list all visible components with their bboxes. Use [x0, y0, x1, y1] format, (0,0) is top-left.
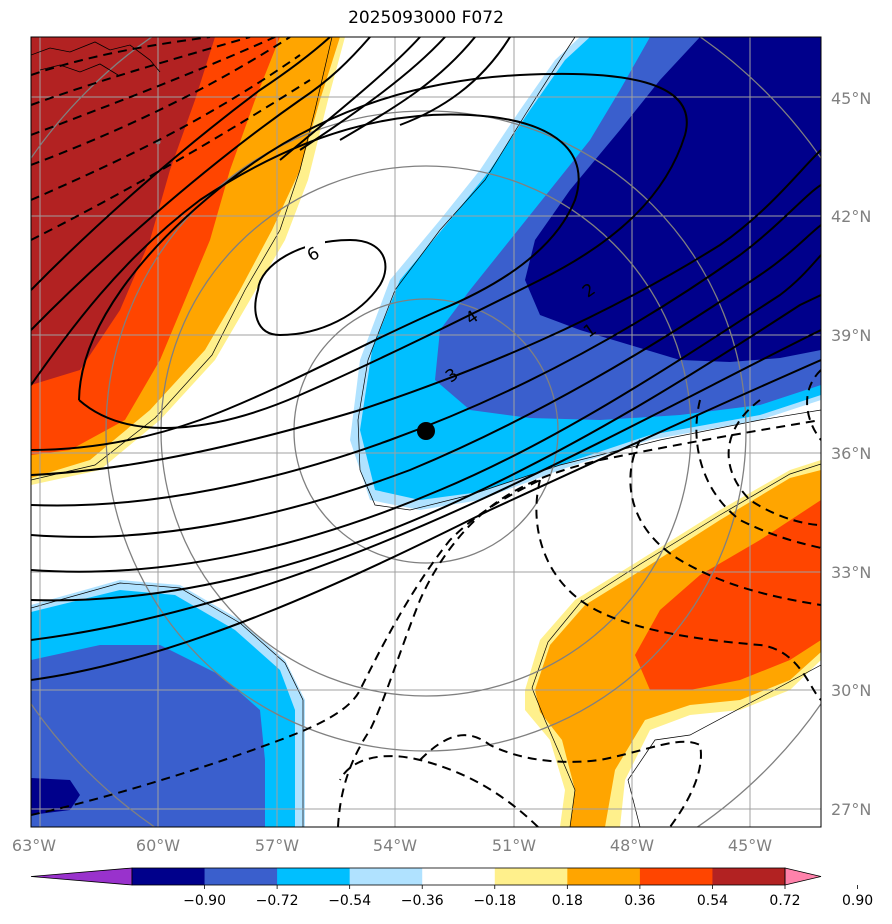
- colorbar-extend-low: [30, 867, 133, 886]
- colorbar-segment: [132, 868, 206, 885]
- map-frame: [30, 36, 822, 828]
- lat-label: 36°N: [831, 444, 871, 463]
- latitude-labels: 45°N 42°N 39°N 36°N 33°N 30°N 27°N: [831, 89, 871, 819]
- colorbar-frame: [131, 867, 786, 886]
- lon-label: 54°W: [373, 836, 417, 855]
- lon-label: 60°W: [136, 836, 180, 855]
- lon-label: 63°W: [12, 836, 56, 855]
- lat-label: 42°N: [831, 207, 871, 226]
- lat-label: 30°N: [831, 681, 871, 700]
- colorbar-tick-label: 0.72: [769, 893, 800, 909]
- solid-contours: [31, 72, 821, 681]
- colorbar-tick-label: −0.18: [473, 893, 516, 909]
- lon-label: 57°W: [255, 836, 299, 855]
- storm-center-marker: [417, 422, 435, 440]
- colorbar-segment: [639, 868, 713, 885]
- lat-label: 33°N: [831, 563, 871, 582]
- colorbar-segment: [204, 868, 278, 885]
- lon-label: 45°W: [728, 836, 772, 855]
- colorbar-tick-label: −0.36: [401, 893, 444, 909]
- colorbar: −0.90 −0.72 −0.54 −0.36 −0.18 0.18 0.36 0.54 0.7…: [30, 867, 873, 909]
- colorbar-segment: [712, 868, 786, 885]
- lon-label: 51°W: [492, 836, 536, 855]
- colorbar-tick-label: −0.90: [183, 893, 226, 909]
- colorbar-tick-label: 0.54: [697, 893, 728, 909]
- colorbar-tick-label: −0.72: [256, 893, 299, 909]
- lon-label: 48°W: [610, 836, 654, 855]
- coastline: [31, 41, 161, 145]
- dashed-contours: [31, 37, 821, 827]
- lat-label: 45°N: [831, 89, 871, 108]
- colorbar-tick-label: 0.90: [842, 893, 873, 909]
- cold-anomaly-northeast: [350, 37, 821, 510]
- warm-anomaly-northwest: [31, 37, 345, 485]
- map-title: 2025093000 F072: [348, 8, 504, 28]
- longitude-labels: 63°W 60°W 57°W 54°W 51°W 48°W 45°W: [12, 836, 772, 855]
- colorbar-segment: [494, 868, 568, 885]
- colorbar-segment: [422, 868, 496, 885]
- colorbar-extend-high: [784, 867, 822, 886]
- lat-label: 27°N: [831, 800, 871, 819]
- colorbar-tick-label: −0.54: [328, 893, 371, 909]
- colorbar-segment: [277, 868, 351, 885]
- lat-label: 39°N: [831, 326, 871, 345]
- cold-anomaly-southwest: [31, 580, 305, 827]
- colorbar-tick-label: 0.18: [552, 893, 583, 909]
- colorbar-segment: [567, 868, 641, 885]
- solid-contours-northwest: [31, 37, 511, 331]
- colorbar-segment: [349, 868, 423, 885]
- colorbar-tick-label: 0.36: [624, 893, 655, 909]
